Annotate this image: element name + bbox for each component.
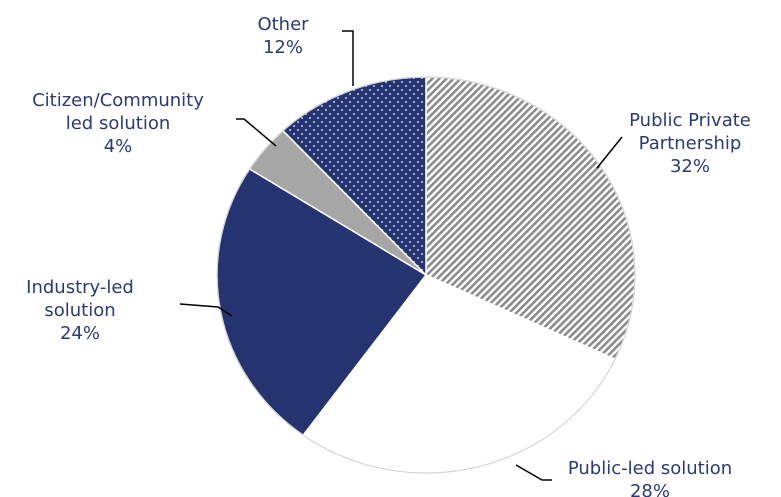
data-label-other: 12% [263,37,303,58]
category-label-public-private-partnership: Partnership [639,133,742,154]
leader-line-industry-led-solution [179,303,233,317]
data-label-industry-led-solution: 24% [60,323,100,344]
category-label-other: Other [257,14,309,35]
leader-line-public-private-partnership [596,136,623,169]
category-label-industry-led-solution: Industry-led [26,277,134,298]
category-label-citizen-community-led-solution: Citizen/Community [32,90,204,111]
pie-slices [216,76,636,474]
pie-outline [216,76,636,474]
leader-lines [179,30,623,481]
leader-line-public-led-solution [515,464,552,481]
data-label-public-private-partnership: 32% [670,156,710,177]
data-label-citizen-community-led-solution: 4% [104,136,133,157]
category-label-citizen-community-led-solution: led solution [66,113,171,134]
leader-line-other [342,30,354,86]
category-label-industry-led-solution: solution [44,300,115,321]
data-label-public-led-solution: 28% [630,481,670,497]
category-label-public-led-solution: Public-led solution [568,458,732,479]
category-label-public-private-partnership: Public Private [629,110,751,131]
leader-line-citizen-community-led-solution [236,118,277,147]
